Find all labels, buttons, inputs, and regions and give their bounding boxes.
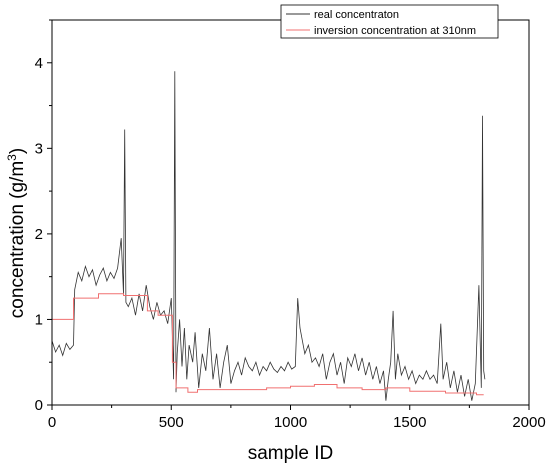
x-axis-title: sample ID (248, 443, 334, 464)
series-line-inversion (52, 293, 484, 396)
series-line-real (51, 71, 486, 401)
x-tick-label: 500 (159, 414, 184, 431)
y-tick-label: 3 (35, 140, 43, 157)
y-tick-label: 0 (35, 397, 43, 414)
x-tick-label: 2000 (512, 414, 545, 431)
x-tick-label: 1000 (274, 414, 307, 431)
y-tick-label: 4 (35, 55, 43, 72)
y-axis-title-superscript: 3 (5, 154, 19, 161)
x-tick-label: 0 (48, 414, 56, 431)
plot-frame (51, 19, 530, 406)
y-axis-title-main: concentration (g/m (7, 161, 28, 318)
y-axis-title-suffix: ) (7, 148, 28, 154)
y-tick-label: 2 (35, 226, 43, 243)
legend-label-real: real concentraton (314, 9, 399, 21)
y-tick-label: 1 (35, 311, 43, 328)
plot-lines (51, 71, 486, 401)
legend-label-inversion: inversion concentration at 310nm (314, 25, 476, 37)
y-axis-title: concentration (g/m3) (5, 148, 28, 318)
legend-box (280, 4, 499, 39)
x-tick-label: 1500 (393, 414, 426, 431)
axis-ticks: 0 500 1000 1500 2000 0 1 2 3 4 (35, 19, 546, 431)
legend: real concentraton inversion concentratio… (280, 4, 499, 39)
